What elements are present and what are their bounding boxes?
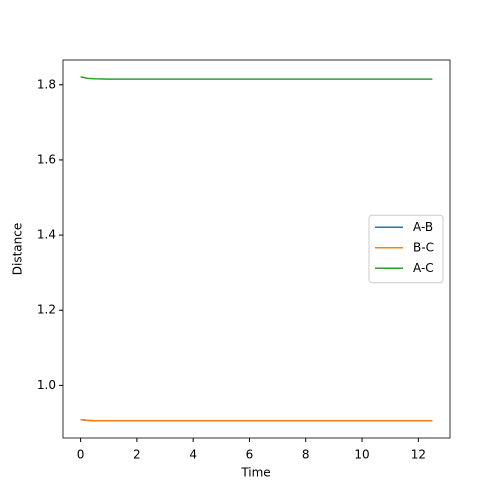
y-tick-label: 1.6 [37,152,56,166]
x-tick-label: 2 [133,448,141,462]
legend-label: A-B [413,220,433,234]
legend-box [368,214,444,284]
x-tick-label: 8 [302,448,310,462]
x-tick-label: 0 [77,448,85,462]
y-tick-label: 1.2 [37,303,56,317]
plot-frame [62,59,451,439]
x-tick-label: 12 [411,448,426,462]
legend-label: B-C [413,240,434,254]
y-tick-label: 1.4 [37,228,56,242]
x-tick-label: 4 [189,448,197,462]
x-tick-label: 10 [354,448,369,462]
x-tick-label: 6 [246,448,254,462]
series-line [80,418,433,422]
legend-label: A-C [413,261,434,275]
series-line [80,76,433,80]
y-tick-label: 1.8 [37,77,56,91]
y-tick-label: 1.0 [37,378,56,392]
x-axis-label: Time [240,466,270,480]
y-axis-label: Distance [11,223,25,275]
